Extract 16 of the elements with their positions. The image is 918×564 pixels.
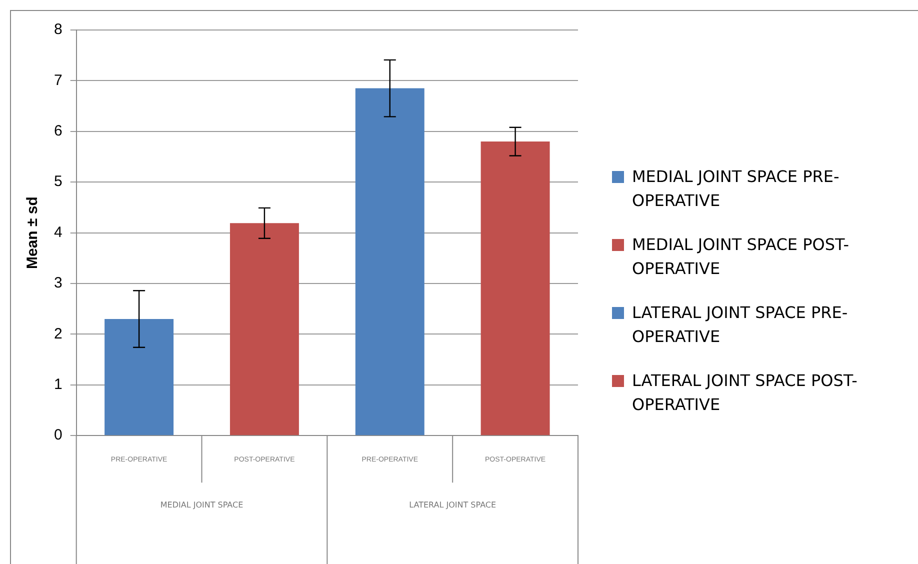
- text: LATERAL JOINT SPACE: [409, 500, 496, 510]
- legend-label: LATERAL JOINT SPACE PRE-OPERATIVE: [632, 302, 849, 348]
- y-tick-label: 6: [54, 122, 62, 140]
- y-tick-label: 7: [54, 72, 62, 89]
- text: MEDIAL JOINT SPACE: [160, 500, 244, 510]
- y-tick-label: 4: [54, 224, 62, 241]
- y-tick-label: 0: [54, 426, 62, 444]
- y-axis-title: Mean ± sd: [24, 196, 42, 270]
- y-tick-label: 3: [54, 274, 62, 292]
- y-tick-label: 5: [54, 173, 62, 190]
- y-tick-label: 8: [54, 21, 62, 38]
- y-tick-label: 1: [54, 376, 62, 394]
- y-tick-label: 2: [54, 325, 62, 342]
- legend-label: LATERAL JOINT SPACE POST-OPERATIVE: [632, 370, 858, 416]
- legend-label: MEDIAL JOINT SPACE PRE-OPERATIVE: [632, 166, 840, 212]
- legend-label: MEDIAL JOINT SPACE POST-OPERATIVE: [632, 234, 850, 280]
